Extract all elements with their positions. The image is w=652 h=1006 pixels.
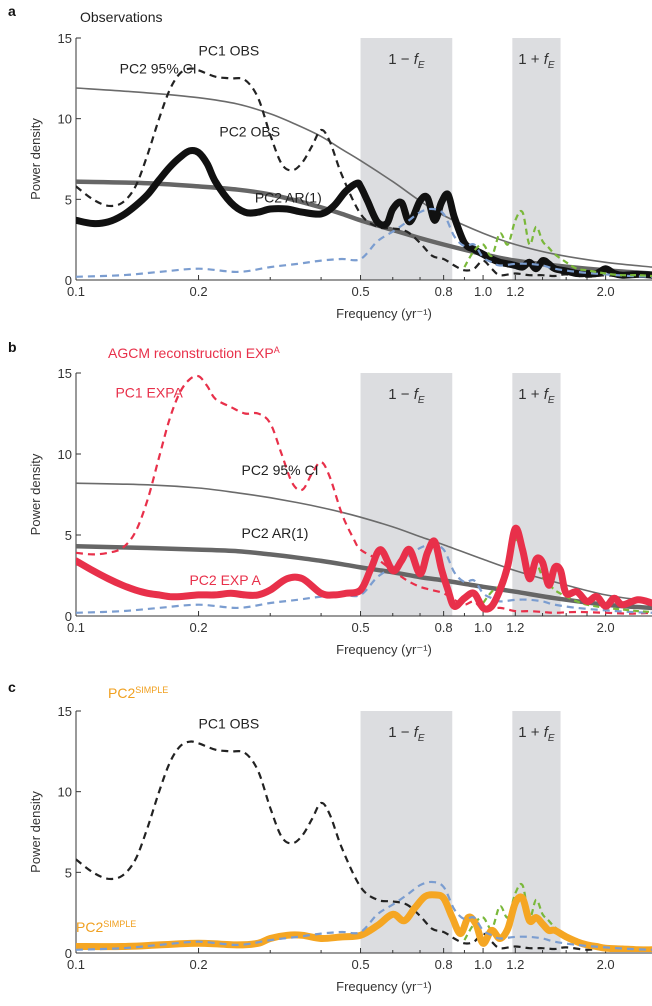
y-tick-label: 15 <box>58 31 72 46</box>
x-tick-label: 1.2 <box>506 284 524 299</box>
annotation: PC2 AR(1) <box>255 190 322 206</box>
y-tick-label: 5 <box>65 528 72 543</box>
x-tick-label: 2.0 <box>597 620 615 635</box>
series-green-dashed <box>463 209 652 278</box>
x-tick-label: 0.5 <box>351 620 369 635</box>
panel-letter: a <box>8 3 16 19</box>
y-tick-label: 0 <box>65 609 72 624</box>
series-ci95 <box>76 87 652 268</box>
y-tick-label: 0 <box>65 946 72 961</box>
x-axis-label: Frequency (yr⁻¹) <box>336 979 432 994</box>
series-pc2-exp <box>76 524 652 613</box>
band-label: 1 − fE <box>388 724 425 744</box>
y-tick-label: 10 <box>58 785 72 800</box>
y-axis-label: Power density <box>28 791 43 873</box>
annotation: PC1 EXPA <box>115 384 183 400</box>
series-pc2-obs <box>76 147 652 279</box>
x-tick-label: 1.2 <box>506 620 524 635</box>
annotation: PC2 95% CI <box>120 60 197 76</box>
band-0 <box>360 38 453 280</box>
annotation: PC1 OBS <box>199 716 260 732</box>
annotation: PC2 OBS <box>219 123 280 139</box>
x-tick-label: 0.1 <box>67 957 85 972</box>
series-blue-dashed <box>76 207 652 278</box>
series-pc1-exp <box>76 374 652 615</box>
panel-c: 1 − fE 1 + fE 0 5 10 15 0.1 0.2 0.5 0.8 1.0 1.2 2.0 F… <box>8 679 652 994</box>
y-tick-label: 5 <box>65 865 72 880</box>
band-1 <box>512 38 561 280</box>
y-tick-label: 5 <box>65 192 72 207</box>
x-tick-label: 0.8 <box>435 620 453 635</box>
x-tick-label: 0.2 <box>190 284 208 299</box>
x-tick-label: 1.0 <box>474 284 492 299</box>
y-tick-label: 10 <box>58 447 72 462</box>
panel-b: 1 − fE 1 + fE 0 5 10 15 0.1 0.2 0.5 0.8 1.0 1.2 2.0 F… <box>8 339 652 657</box>
series-blue-dashed <box>76 880 652 951</box>
x-axis-label: Frequency (yr⁻¹) <box>336 642 432 657</box>
x-tick-label: 0.2 <box>190 957 208 972</box>
y-axis-label: Power density <box>28 453 43 535</box>
y-tick-label: 15 <box>58 704 72 719</box>
panel-title: PC2SIMPLE <box>108 685 168 701</box>
series-pc1-obs <box>76 67 652 278</box>
series-ar1 <box>76 544 652 611</box>
panel-letter: c <box>8 679 16 695</box>
band-label: 1 + fE <box>518 51 555 71</box>
x-tick-label: 0.5 <box>351 957 369 972</box>
x-tick-label: 1.0 <box>474 957 492 972</box>
band-0 <box>360 711 453 953</box>
panel-letter: b <box>8 339 17 355</box>
panel-title: Observations <box>80 9 162 25</box>
panel-a: 1 − fE 1 + fE 0 5 10 15 0.1 0.2 0.5 0.8 1.0 1.2 2.0 F… <box>8 3 652 321</box>
band-1 <box>512 711 561 953</box>
x-tick-label: 2.0 <box>597 284 615 299</box>
y-tick-label: 0 <box>65 273 72 288</box>
series-pc2-simple <box>76 891 652 952</box>
band-label: 1 + fE <box>518 724 555 744</box>
annotation: PC1 OBS <box>199 43 260 59</box>
band-label: 1 − fE <box>388 386 425 406</box>
annotation: PC2SIMPLE <box>76 919 136 935</box>
band-label: 1 − fE <box>388 51 425 71</box>
y-tick-label: 15 <box>58 366 72 381</box>
series-blue-dashed <box>76 543 652 614</box>
x-axis-label: Frequency (yr⁻¹) <box>336 306 432 321</box>
x-tick-label: 0.5 <box>351 284 369 299</box>
y-axis-label: Power density <box>28 118 43 200</box>
x-tick-label: 0.8 <box>435 957 453 972</box>
x-tick-label: 0.1 <box>67 620 85 635</box>
x-tick-label: 0.1 <box>67 284 85 299</box>
y-tick-label: 10 <box>58 112 72 127</box>
x-tick-label: 1.0 <box>474 620 492 635</box>
x-tick-label: 0.8 <box>435 284 453 299</box>
x-tick-label: 1.2 <box>506 957 524 972</box>
series-pc1-obs <box>76 740 652 951</box>
panel-title: AGCM reconstruction EXPA <box>108 345 280 361</box>
x-tick-label: 2.0 <box>597 957 615 972</box>
annotation: PC2 95% CI <box>241 462 318 478</box>
annotation: PC2 AR(1) <box>241 525 308 541</box>
band-label: 1 + fE <box>518 386 555 406</box>
x-tick-label: 0.2 <box>190 620 208 635</box>
annotation: PC2 EXP A <box>189 572 261 588</box>
